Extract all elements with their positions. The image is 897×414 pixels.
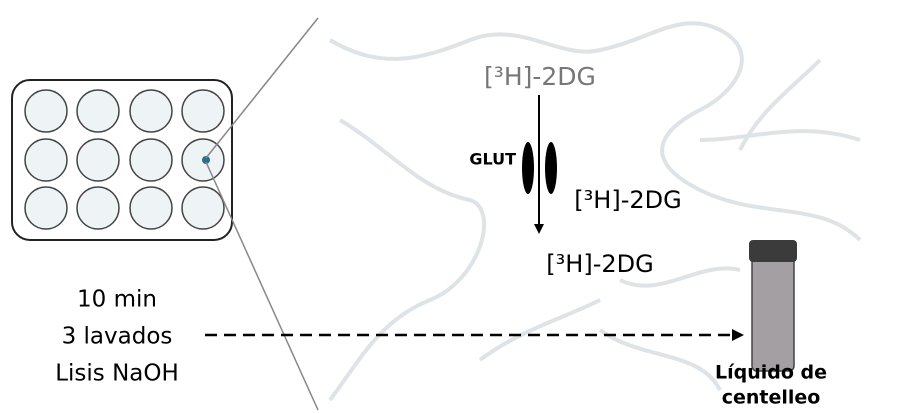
- step-label: 10 min: [77, 287, 157, 313]
- arrow-head: [534, 224, 544, 234]
- glut-label: GLUT: [469, 150, 516, 169]
- step-label: Lisis NaOH: [55, 361, 179, 387]
- tracer-label: [³H]-2DG: [546, 250, 653, 278]
- vial-cap: [749, 240, 797, 262]
- arrow-head: [732, 329, 744, 341]
- vial-label: centelleo: [722, 387, 821, 409]
- tracer-label: [³H]-2DG: [484, 62, 596, 91]
- diagram: [³H]-2DG GLUT [³H]-2DG [³H]-2DG 10 min 3…: [0, 0, 897, 414]
- zoom-line: [206, 162, 318, 410]
- glut-subunit: [522, 142, 534, 194]
- tracer-label: [³H]-2DG: [574, 186, 681, 214]
- step-label: 3 lavados: [62, 324, 173, 350]
- vial: [752, 255, 794, 371]
- vial-label: Líquido de: [715, 362, 827, 384]
- glut-subunit: [545, 142, 557, 194]
